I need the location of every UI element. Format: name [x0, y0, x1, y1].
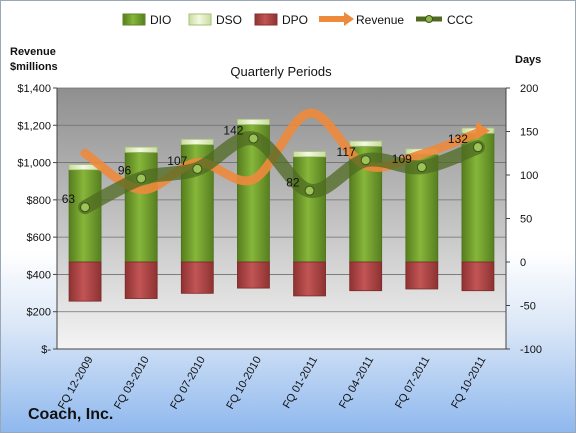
bar-dpo	[124, 261, 158, 299]
bar-dpo	[405, 261, 439, 290]
chart-title: Quarterly Periods	[230, 64, 332, 79]
bar-dpo	[180, 261, 214, 294]
y-right-title: Days	[515, 54, 541, 66]
bar-dpo	[68, 261, 102, 302]
y-right-tick-label: -50	[520, 301, 536, 313]
company-name: Coach, Inc.	[28, 406, 114, 423]
legend-item-dso: DSO	[188, 13, 242, 27]
bar-dpo	[461, 261, 495, 292]
ccc-point	[472, 142, 483, 153]
y-left-tick-label: $200	[27, 307, 51, 319]
legend-swatch-dso	[188, 13, 212, 26]
y-right-tick-label: -100	[520, 344, 542, 356]
lines-layer: 63 96 107 142 82 117 109 132	[62, 108, 490, 215]
x-tick-label: FQ 03-2010	[112, 355, 152, 412]
y-left-tick-label: $1,400	[17, 83, 51, 95]
y-left-tick-label: $1,000	[17, 158, 51, 170]
legend-swatch-dio	[122, 13, 146, 26]
legend-label-dio: DIO	[150, 13, 171, 27]
y-left-title-line2: $millions	[10, 61, 58, 73]
bar-dso	[180, 138, 214, 145]
legend-arrow-icon	[344, 12, 354, 26]
x-tick-label: FQ 10-2010	[224, 355, 264, 412]
y-left-tick-label: $400	[27, 269, 51, 281]
legend-item-dpo: DPO	[254, 13, 308, 27]
bar-dpo	[293, 261, 326, 297]
ccc-point	[304, 185, 315, 196]
bar-dso	[293, 151, 326, 158]
ccc-point	[248, 133, 259, 144]
y-left-title-line1: Revenue	[10, 46, 56, 58]
ccc-data-label: 117	[337, 145, 356, 159]
legend: DIO DSO DPO Revenue CCC	[122, 12, 473, 27]
ccc-point	[360, 155, 371, 166]
plot-area	[57, 88, 506, 349]
legend-label-dpo: DPO	[282, 13, 308, 27]
x-tick-label: FQ 12-2009	[56, 355, 96, 412]
y-right-tick-label: 50	[520, 214, 532, 226]
ccc-data-label: 109	[392, 152, 412, 166]
ccc-data-label: 107	[167, 154, 187, 168]
legend-item-revenue: Revenue	[319, 12, 404, 27]
legend-item-dio: DIO	[122, 13, 171, 27]
legend-label-revenue: Revenue	[356, 13, 404, 27]
legend-item-ccc: CCC	[416, 13, 473, 27]
ccc-point	[136, 173, 147, 184]
y-left-tick-label: $600	[27, 232, 51, 244]
ccc-data-label: 63	[62, 192, 76, 206]
y-right-tick-label: 0	[520, 257, 526, 269]
bar-dio	[68, 169, 102, 263]
x-tick-label: FQ 10-2011	[449, 355, 488, 411]
ccc-point	[192, 163, 203, 174]
y-right-tick-label: 150	[520, 127, 538, 139]
legend-swatch-dpo	[254, 13, 278, 26]
ccc-data-label: 132	[448, 132, 468, 146]
ccc-point	[416, 162, 427, 173]
x-tick-label: FQ 07-2011	[393, 355, 432, 411]
bar-dso	[349, 140, 383, 147]
y-left-tick-label: $-	[41, 344, 51, 356]
bar-dpo	[349, 261, 383, 292]
bar-dpo	[237, 261, 270, 289]
ccc-data-label: 96	[118, 163, 132, 177]
ccc-point	[80, 202, 91, 213]
x-tick-label: FQ 04-2011	[337, 355, 376, 411]
bars-layer	[68, 118, 495, 302]
x-tick-label: FQ 01-2011	[281, 355, 320, 411]
revenue-line	[80, 108, 483, 195]
y-right-tick-label: 100	[520, 170, 538, 182]
ccc-data-label: 82	[286, 176, 300, 190]
legend-marker-ccc	[425, 15, 433, 23]
y-left-tick-label: $1,200	[17, 120, 51, 132]
y-right-tick-label: 200	[520, 83, 538, 95]
legend-label-dso: DSO	[216, 13, 242, 27]
axes-layer	[53, 87, 510, 350]
bar-dso	[124, 146, 158, 153]
revenue-arrow-head	[475, 121, 490, 140]
ccc-data-label: 142	[223, 123, 243, 137]
bar-dio	[293, 156, 326, 263]
legend-label-ccc: CCC	[447, 13, 473, 27]
y-left-tick-label: $800	[27, 195, 51, 207]
ccc-line	[78, 131, 485, 215]
x-tick-label: FQ 07-2010	[168, 355, 208, 412]
bar-dso	[237, 118, 270, 125]
